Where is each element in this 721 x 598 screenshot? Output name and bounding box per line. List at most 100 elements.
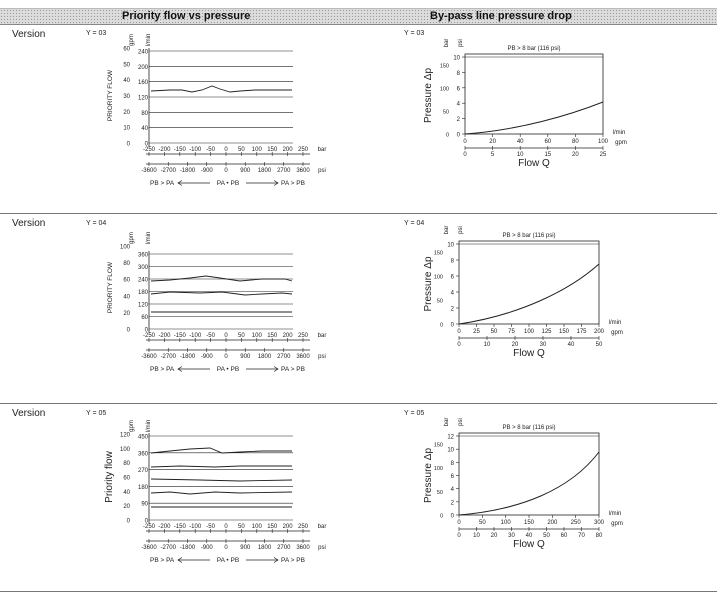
y-code-label: Y = 03 (86, 30, 106, 37)
x-axis-title: Flow Q (518, 158, 550, 169)
bar-tick-label: 250 (298, 147, 309, 153)
gpm-tick-label: 60 (123, 47, 130, 53)
gpm-tick-label: 20 (123, 110, 130, 116)
gpm-tick-label: 10 (484, 342, 491, 348)
pressure-note: PB > 8 bar (116 psi) (502, 425, 555, 431)
gpm-tick-label: 60 (123, 278, 130, 284)
bar-tick-label: 200 (283, 333, 294, 339)
gpm-tick-label: 100 (120, 245, 131, 251)
lmin-tick-label: 75 (508, 329, 515, 335)
legend-arrow-right (246, 366, 279, 372)
lmin-tick-label: 0 (145, 142, 149, 148)
psi-tick-label: -1800 (180, 545, 196, 551)
gpm-tick-label: 15 (544, 152, 551, 158)
bar-tick-label: 150 (267, 147, 278, 153)
psi-tick-label: 50 (443, 110, 449, 116)
y-axis-title: Pressure Δp (423, 68, 434, 123)
psi-tick-label: 1800 (258, 354, 272, 360)
psi-tick-label: 2700 (277, 545, 291, 551)
gpm-tick-label: 25 (600, 152, 607, 158)
lmin-tick-label: 0 (463, 139, 467, 145)
pressure-note: PB > 8 bar (116 psi) (502, 233, 555, 239)
legend-arrow-left (177, 366, 210, 372)
psi-tick-label: -3600 (141, 545, 157, 551)
bar-tick-label: -150 (174, 524, 187, 530)
flow-curve (150, 275, 293, 282)
psi-tick-label: -2700 (161, 354, 177, 360)
pressure-note: PB > 8 bar (116 psi) (507, 46, 560, 52)
bar-tick-label: -250 (143, 524, 156, 530)
legend-mid: PA • PB (217, 180, 239, 187)
lmin-tick-label: 0 (145, 328, 149, 334)
lmin-unit-label: l/min (609, 320, 622, 326)
lmin-tick-label: 150 (559, 329, 570, 335)
psi-tick-label: 0 (224, 354, 228, 360)
lmin-unit-label: l/min (146, 232, 152, 245)
pressure-drop-curve (464, 101, 604, 135)
psi-tick-label: 3600 (296, 545, 310, 551)
gpm-tick-label: 70 (578, 533, 585, 539)
lmin-tick-label: 175 (576, 329, 587, 335)
legend-arrow-right (246, 180, 279, 186)
gpm-tick-label: 0 (457, 533, 461, 539)
psi-tick-label: 0 (446, 133, 449, 139)
gpm-tick-label: 20 (123, 504, 130, 510)
lmin-tick-label: 300 (594, 520, 605, 526)
bar-tick-label: 250 (298, 524, 309, 530)
bar-tick-label: 200 (283, 147, 294, 153)
version-label: Version (12, 29, 46, 40)
lmin-unit-label: l/min (146, 420, 152, 433)
psi-tick-label: 3600 (296, 168, 310, 174)
lmin-tick-label: 200 (594, 329, 605, 335)
psi-tick-label: 900 (240, 168, 251, 174)
bar-tick-label: 10 (447, 448, 454, 454)
psi-tick-label: 1800 (258, 545, 272, 551)
psi-tick-label: 1800 (258, 168, 272, 174)
psi-tick-label: 150 (434, 443, 443, 449)
flow-curve (150, 291, 293, 296)
lmin-tick-label: 20 (489, 139, 496, 145)
y-code-label: Y = 03 (404, 30, 424, 37)
lmin-tick-label: 150 (524, 520, 535, 526)
gpm-tick-label: 50 (123, 62, 130, 68)
psi-unit-label: psi (458, 226, 464, 234)
lmin-tick-label: 60 (544, 139, 551, 145)
bar-tick-label: -50 (206, 147, 215, 153)
psi-tick-label: 2700 (277, 168, 291, 174)
gpm-unit-label: gpm (611, 521, 623, 527)
bar-tick-label: -200 (158, 333, 171, 339)
psi-tick-label: 0 (224, 545, 228, 551)
table-header: Priority flow vs pressure By-pass line p… (0, 8, 717, 25)
lmin-tick-label: 200 (547, 520, 558, 526)
psi-tick-label: 0 (440, 514, 443, 520)
bar-tick-label: 50 (238, 524, 245, 530)
flow-curve (150, 478, 293, 482)
gpm-tick-label: 80 (123, 261, 130, 267)
psi-tick-label: -1800 (180, 354, 196, 360)
psi-tick-label: 150 (440, 64, 449, 70)
bar-unit-label: bar (444, 418, 450, 427)
lmin-tick-label: 0 (457, 329, 461, 335)
lmin-tick-label: 160 (138, 80, 149, 86)
y-axis-title: Pressure Δp (423, 448, 434, 503)
gpm-tick-label: 100 (120, 447, 131, 453)
legend-left: PB > PA (150, 557, 175, 564)
gpm-unit-label: gpm (129, 232, 135, 244)
lmin-unit-label: l/min (146, 34, 152, 47)
bar-tick-label: 8 (451, 461, 455, 467)
gpm-tick-label: 40 (526, 533, 533, 539)
lmin-tick-label: 240 (138, 278, 149, 284)
lmin-tick-label: 80 (572, 139, 579, 145)
lmin-unit-label: l/min (609, 511, 622, 517)
legend-left: PB > PA (150, 366, 175, 373)
legend-arrow-left (177, 180, 210, 186)
version-label: Version (12, 218, 46, 229)
psi-tick-label: 100 (434, 275, 443, 281)
psi-tick-label: 100 (440, 87, 449, 93)
bar-tick-label: 0 (224, 333, 228, 339)
gpm-tick-label: 0 (457, 342, 461, 348)
bar-tick-label: 50 (238, 333, 245, 339)
psi-tick-label: -900 (201, 168, 214, 174)
gpm-tick-label: 60 (561, 533, 568, 539)
lmin-tick-label: 25 (473, 329, 480, 335)
